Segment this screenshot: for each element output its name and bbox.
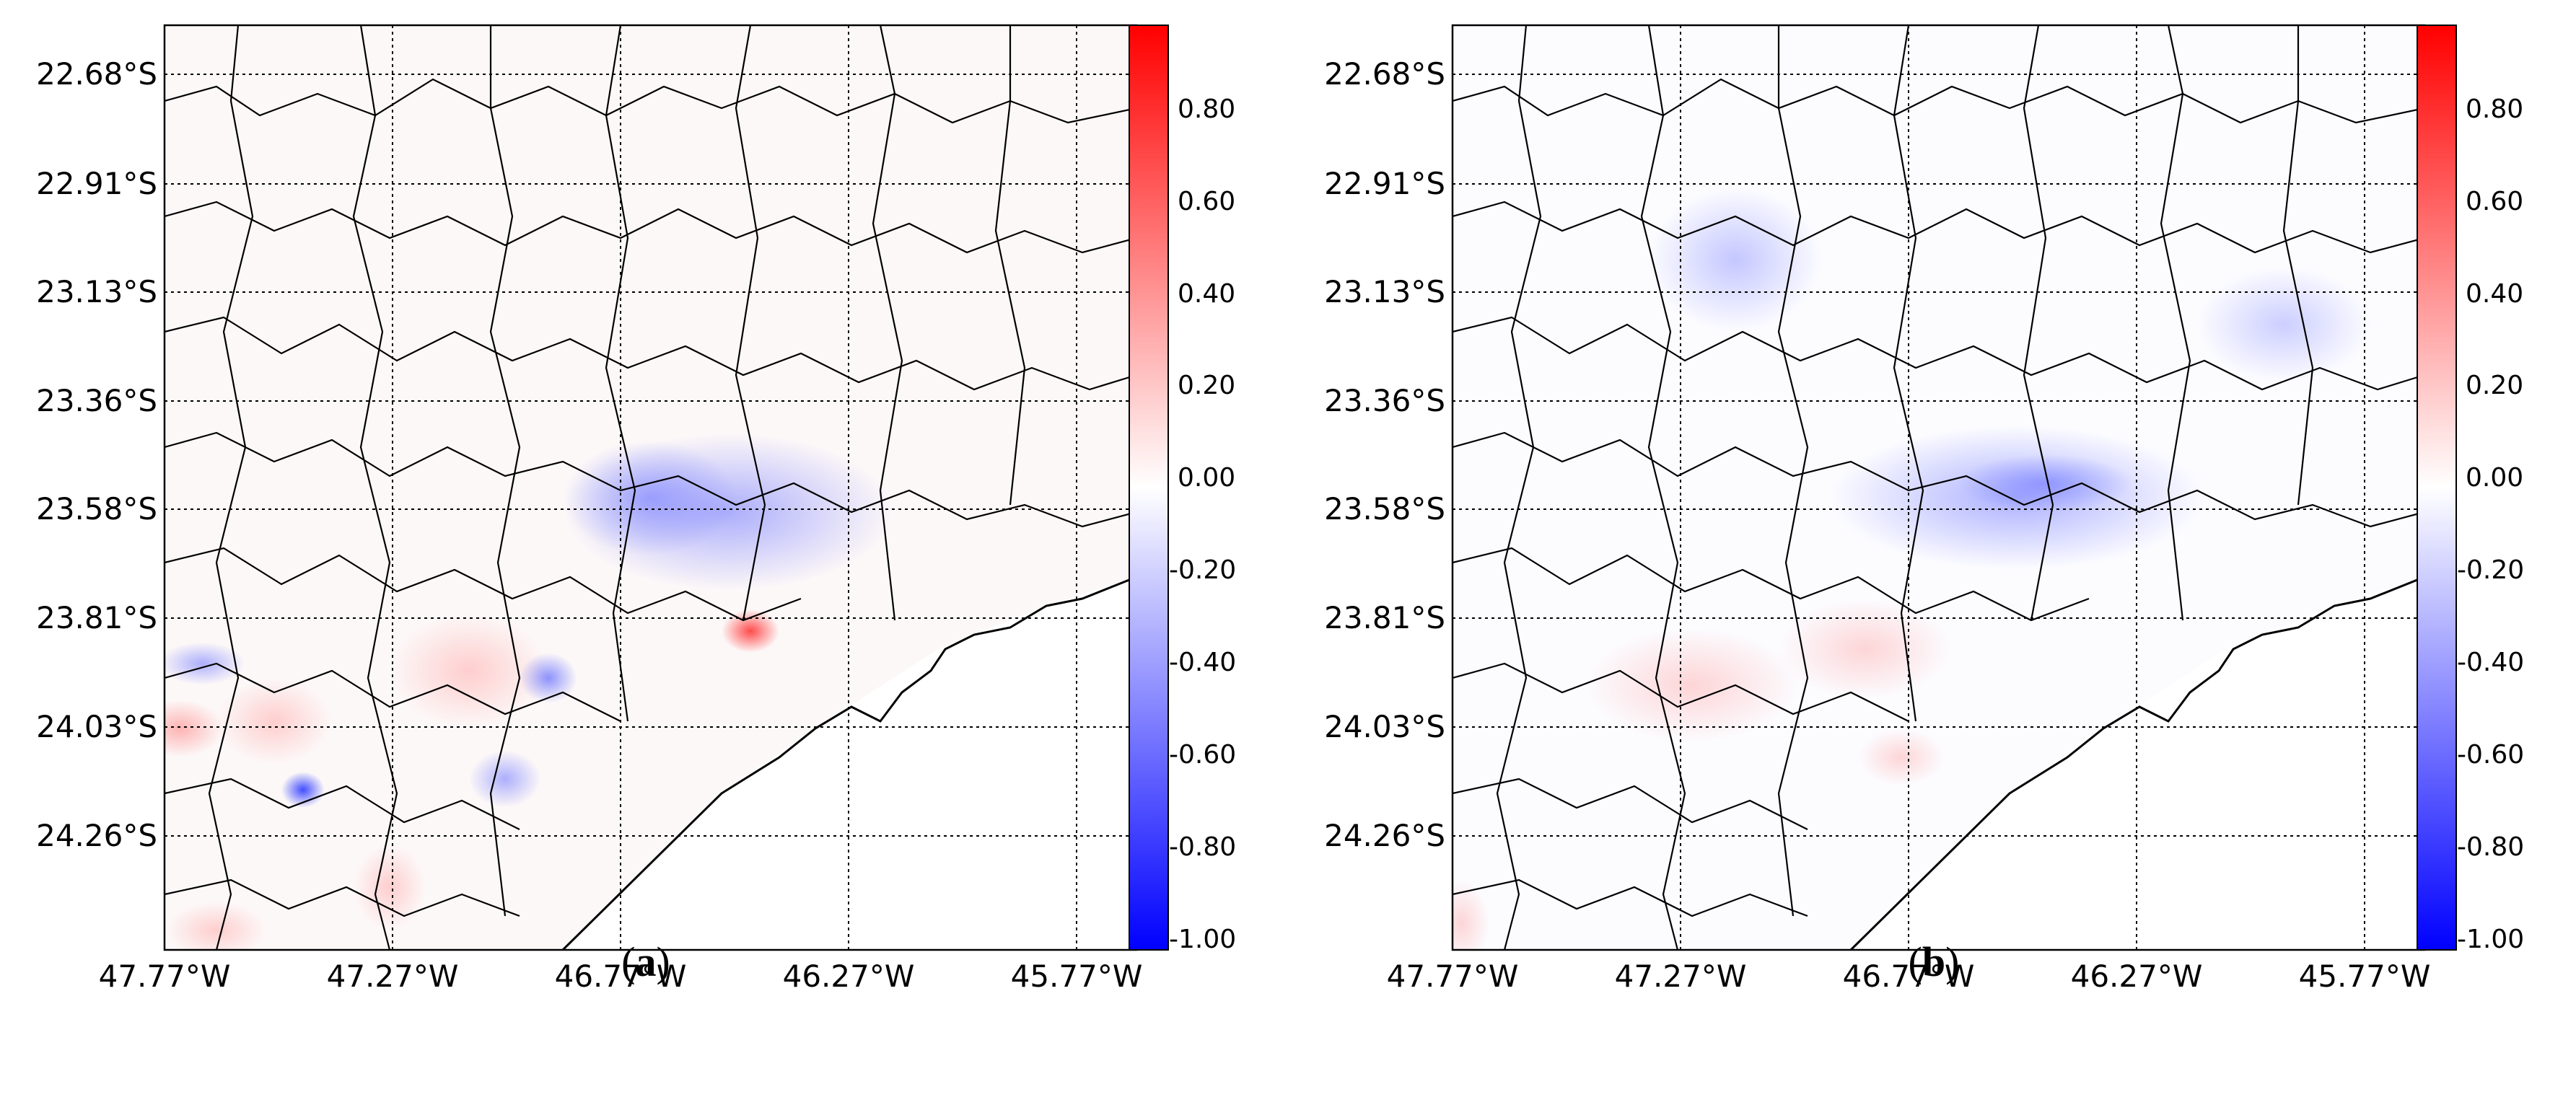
lat-tick: 23.58°S bbox=[36, 491, 157, 527]
lat-axis-b: 22.68°S 22.91°S 23.13°S 23.36°S 23.58°S … bbox=[1324, 56, 1445, 853]
lon-tick: 47.77°W bbox=[1387, 959, 1519, 994]
colorbar-tick: -1.00 bbox=[2457, 925, 2524, 954]
lon-tick: 45.77°W bbox=[1011, 959, 1143, 994]
colorbar-tick: 0.60 bbox=[2466, 187, 2523, 216]
lat-tick: 22.68°S bbox=[1324, 56, 1445, 92]
colorbar-tick: 0.20 bbox=[2466, 371, 2523, 400]
lat-tick: 23.81°S bbox=[36, 600, 157, 635]
colorbar-tick: -0.60 bbox=[2457, 740, 2524, 770]
colorbar-tick: 0.20 bbox=[1178, 371, 1235, 400]
colorbar-b bbox=[2417, 25, 2457, 951]
lat-tick: 22.91°S bbox=[1324, 166, 1445, 201]
panel-caption-b: (b) bbox=[1908, 938, 1960, 985]
colorbar-tick: -1.00 bbox=[1169, 925, 1236, 954]
map-panel-b-svg: 22.68°S 22.91°S 23.13°S 23.36°S 23.58°S … bbox=[1324, 24, 2524, 994]
lat-tick: 24.03°S bbox=[36, 709, 157, 744]
lon-tick: 46.77°W bbox=[1843, 959, 1975, 994]
map-panel-b: 22.68°S 22.91°S 23.13°S 23.36°S 23.58°S … bbox=[1288, 0, 2576, 1110]
colorbar-tick: 0.40 bbox=[2466, 279, 2523, 309]
lat-tick: 23.13°S bbox=[36, 274, 157, 309]
colorbar-tick: -0.80 bbox=[1169, 832, 1236, 862]
colorbar-tick: 0.80 bbox=[2466, 94, 2523, 124]
panel-caption-a: (a) bbox=[621, 938, 670, 985]
lon-axis-b: 47.77°W 47.27°W 46.77°W 46.27°W 45.77°W bbox=[1387, 959, 2431, 994]
lat-tick: 23.36°S bbox=[36, 383, 157, 418]
colorbar-ticks-a: 0.80 0.60 0.40 0.20 0.00 -0.20 -0.40 -0.… bbox=[1169, 94, 1236, 954]
lon-tick: 46.77°W bbox=[555, 959, 687, 994]
lat-tick: 24.26°S bbox=[36, 818, 157, 853]
map-field-b bbox=[1453, 25, 2424, 950]
colorbar-ticks-b: 0.80 0.60 0.40 0.20 0.00 -0.20 -0.40 -0.… bbox=[2457, 94, 2524, 954]
lat-axis-a: 22.68°S 22.91°S 23.13°S 23.36°S 23.58°S … bbox=[36, 56, 157, 853]
colorbar-tick: -0.80 bbox=[2457, 832, 2524, 862]
lat-tick: 24.03°S bbox=[1324, 709, 1445, 744]
colorbar-tick: -0.40 bbox=[2457, 648, 2524, 677]
map-field-a bbox=[165, 25, 1136, 950]
lon-tick: 47.77°W bbox=[99, 959, 231, 994]
lat-tick: 24.26°S bbox=[1324, 818, 1445, 853]
colorbar-tick: 0.00 bbox=[1178, 463, 1235, 493]
colorbar-tick: -0.60 bbox=[1169, 740, 1236, 770]
lat-tick: 23.36°S bbox=[1324, 383, 1445, 418]
colorbar-tick: -0.20 bbox=[2457, 555, 2524, 585]
colorbar-tick: 0.40 bbox=[1178, 279, 1235, 309]
lon-tick: 46.27°W bbox=[783, 959, 915, 994]
colorbar-tick: -0.20 bbox=[1169, 555, 1236, 585]
colorbar-tick: 0.80 bbox=[1178, 94, 1235, 124]
lon-tick: 45.77°W bbox=[2299, 959, 2431, 994]
lat-tick: 22.68°S bbox=[36, 56, 157, 92]
caption-letter: a bbox=[635, 938, 657, 985]
caption-letter: b bbox=[1922, 938, 1946, 985]
colorbar-tick: 0.60 bbox=[1178, 187, 1235, 216]
lat-tick: 23.13°S bbox=[1324, 274, 1445, 309]
lat-tick: 23.81°S bbox=[1324, 600, 1445, 635]
colorbar-tick: -0.40 bbox=[1169, 648, 1236, 677]
map-panel-a: 22.68°S 22.91°S 23.13°S 23.36°S 23.58°S … bbox=[36, 24, 1236, 994]
lon-tick: 46.27°W bbox=[2071, 959, 2203, 994]
lat-tick: 23.58°S bbox=[1324, 491, 1445, 527]
colorbar-a bbox=[1129, 25, 1169, 951]
lon-axis-a: 47.77°W 47.27°W 46.77°W 46.27°W 45.77°W bbox=[99, 959, 1143, 994]
colorbar-tick: 0.00 bbox=[2466, 463, 2523, 493]
lat-tick: 22.91°S bbox=[36, 166, 157, 201]
map-panel-a-svg: 22.68°S 22.91°S 23.13°S 23.36°S 23.58°S … bbox=[36, 24, 1236, 994]
lon-tick: 47.27°W bbox=[1615, 959, 1747, 994]
lon-tick: 47.27°W bbox=[327, 959, 459, 994]
